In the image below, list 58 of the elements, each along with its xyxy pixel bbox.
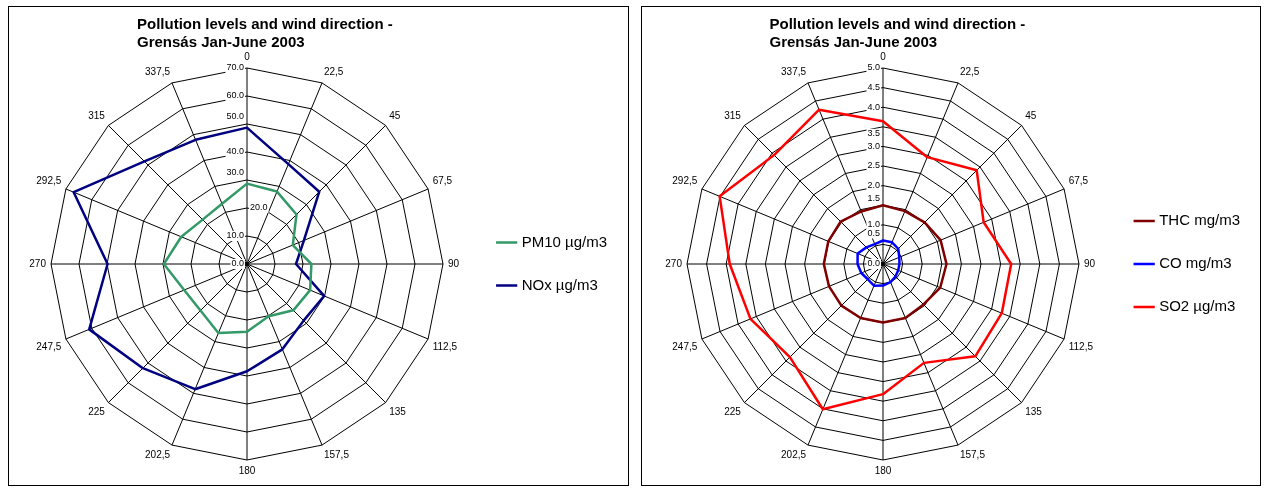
spoke-label: 67,5: [1068, 174, 1089, 186]
y-tick-label: 30.0: [226, 167, 245, 178]
legend-label: PM10 µg/m3: [521, 232, 607, 250]
spoke-label: 270: [664, 257, 682, 269]
spoke-label: 247,5: [671, 340, 698, 352]
legend-label: THC mg/m3: [1158, 211, 1240, 229]
y-tick-label: 2.0: [866, 180, 880, 191]
spoke-label: 22,5: [323, 66, 344, 78]
y-tick-label: 1.0: [866, 219, 880, 230]
legend-label: CO mg/m3: [1158, 254, 1232, 272]
spoke-label: 315: [723, 109, 741, 121]
y-tick-label: 20.0: [250, 202, 268, 213]
spoke-label: 135: [389, 405, 407, 417]
spoke-label: 202,5: [780, 449, 807, 461]
spoke-label: 247,5: [36, 340, 62, 352]
legend-label: NOx µg/m3: [521, 275, 598, 293]
spoke-label: 292,5: [36, 174, 62, 186]
spoke-label: 22,5: [959, 66, 980, 78]
spoke-label: 202,5: [145, 449, 171, 461]
y-tick-label: 70.0: [226, 62, 245, 73]
y-tick-label: 60.0: [226, 90, 245, 101]
y-tick-label: 0.0: [866, 258, 880, 269]
y-tick-label: 5.0: [866, 62, 880, 73]
chart-title: Pollution levels and wind direction - Grensás Jan-June 2003: [137, 15, 393, 51]
y-tick-label: 0.0: [231, 258, 244, 269]
spoke-label: 45: [1024, 109, 1037, 121]
spoke-label: 270: [29, 257, 47, 269]
spoke-label: 0: [244, 50, 251, 62]
spoke-label: 45: [389, 109, 401, 121]
y-tick-label: 40.0: [226, 146, 245, 157]
y-tick-label: 10.0: [226, 230, 245, 241]
spoke-label: 157,5: [323, 449, 350, 461]
chart-title: Pollution levels and wind direction - Grensás Jan-June 2003: [769, 15, 1026, 51]
y-tick-label: 0.5: [866, 227, 880, 238]
spoke-label: 225: [723, 405, 741, 417]
y-tick-label: 4.0: [866, 101, 880, 112]
spoke-label: 90: [1083, 257, 1096, 269]
spoke-label: 225: [88, 405, 106, 417]
spoke-label: 292,5: [671, 174, 698, 186]
spoke-label: 67,5: [432, 174, 453, 186]
y-tick-label: 1.5: [866, 192, 880, 203]
spoke-label: 135: [1024, 405, 1042, 417]
spoke-label: 180: [874, 464, 892, 476]
y-tick-label: 3.0: [866, 140, 880, 151]
spoke-label: 337,5: [780, 66, 807, 78]
y-tick-label: 50.0: [226, 111, 245, 122]
spoke-label: 0: [879, 50, 886, 62]
y-tick-label: 3.5: [866, 128, 880, 139]
y-tick-label: 2.5: [866, 160, 880, 171]
spoke-label: 112,5: [1068, 340, 1093, 352]
legend-label: SO2 µg/m3: [1158, 297, 1235, 315]
spoke-label: 315: [88, 109, 106, 121]
spoke-label: 337,5: [145, 66, 171, 78]
spoke-label: 157,5: [959, 449, 985, 461]
spoke-label: 90: [448, 257, 460, 269]
y-tick-label: 4.5: [866, 82, 880, 93]
spoke-label: 112,5: [432, 340, 458, 352]
spoke-label: 180: [238, 464, 256, 476]
